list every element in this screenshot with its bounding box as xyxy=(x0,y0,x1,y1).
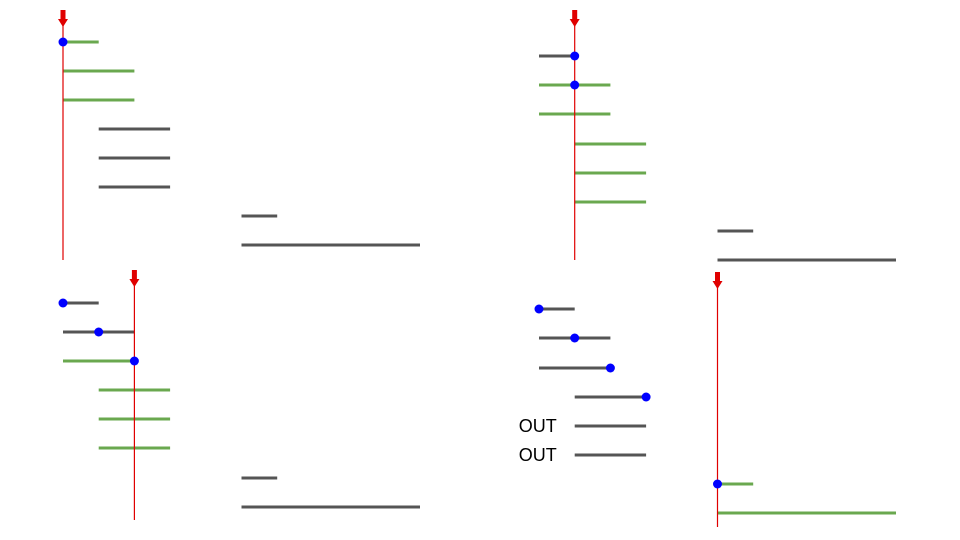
sweep-arrow-icon xyxy=(712,281,723,289)
panel-2 xyxy=(539,10,896,262)
panels-root: OUT OUT xyxy=(58,10,896,527)
sweep-arrow-icon xyxy=(569,19,580,27)
position-marker xyxy=(570,333,580,343)
sweep-arrow-shaft xyxy=(60,10,66,19)
position-marker xyxy=(129,356,139,366)
position-marker xyxy=(570,51,580,61)
panel-3 xyxy=(58,270,420,520)
panel-1 xyxy=(58,10,420,260)
position-marker xyxy=(713,479,722,489)
out-label: OUT xyxy=(519,445,557,465)
sweep-arrow-shaft xyxy=(715,272,720,281)
sweep-arrow-icon xyxy=(129,279,140,287)
position-marker xyxy=(570,80,580,90)
position-marker xyxy=(605,363,615,373)
position-marker xyxy=(94,327,104,337)
sweep-arrow-shaft xyxy=(131,270,137,279)
sweep-arrow-icon xyxy=(58,19,68,27)
sweep-arrow-shaft xyxy=(572,10,578,19)
position-marker xyxy=(534,304,544,314)
out-label: OUT xyxy=(519,416,557,436)
position-marker xyxy=(58,298,68,308)
position-marker xyxy=(641,392,651,402)
position-marker xyxy=(58,37,68,47)
panel-4: OUT OUT xyxy=(519,272,896,527)
